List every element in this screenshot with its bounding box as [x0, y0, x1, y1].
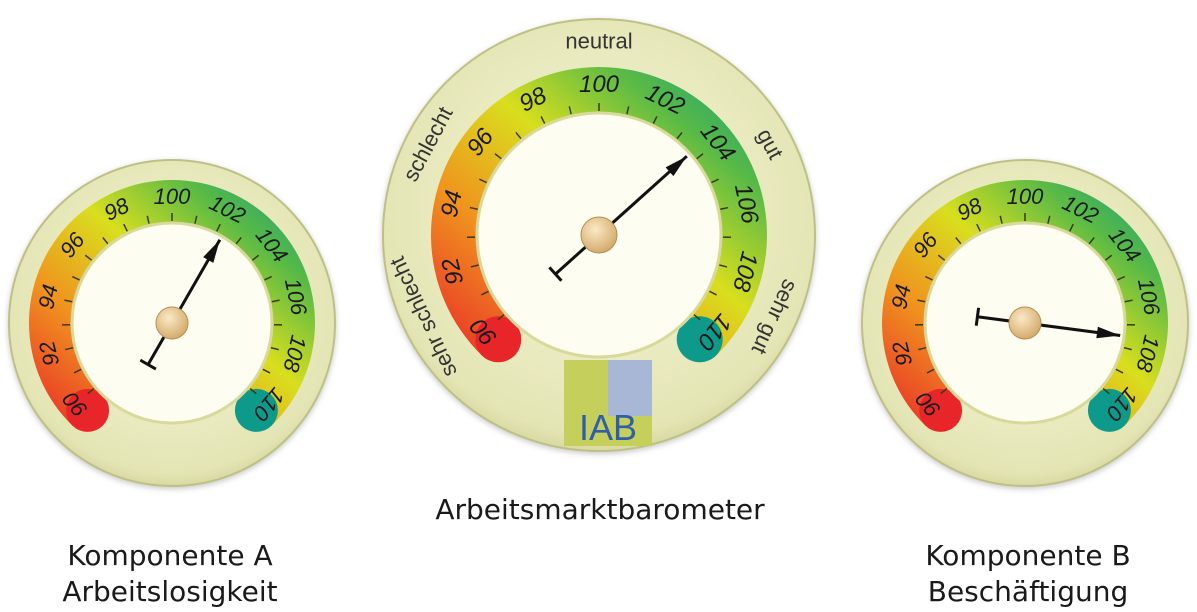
caption-komponente-b: Komponente B Beschäftigung: [878, 538, 1178, 610]
caption-line-1: Komponente A: [67, 539, 273, 572]
gauge-tick-label: 92: [437, 255, 470, 287]
iab-logo: IAB: [564, 360, 652, 448]
gauge-tick: [271, 299, 280, 303]
gauge-tick-label: 94: [436, 188, 468, 220]
gauge-tick: [568, 106, 572, 115]
gauge-tick: [87, 387, 95, 395]
gauge-tick: [494, 153, 502, 160]
gauge-tick: [479, 178, 487, 184]
gauge-tick-label: 100: [1007, 184, 1044, 209]
gauge-hub: [580, 216, 618, 254]
gauge-tick: [71, 275, 80, 281]
gauge-band-end-teal: [676, 316, 723, 363]
gauge-tick: [540, 116, 546, 124]
gauge-tick: [470, 264, 479, 268]
gauge-tick: [146, 215, 150, 224]
gauge-band-end-red: [919, 388, 963, 432]
gauge-tick-label: 92: [34, 339, 64, 369]
gauge-tick-label: 94: [33, 282, 63, 311]
gauge-tick: [1115, 368, 1124, 374]
gauge-hub: [155, 306, 189, 340]
gauge-tick: [999, 215, 1003, 224]
gauge-tick: [65, 346, 74, 351]
iab-logo-text: IAB: [579, 407, 637, 446]
gauge-color-band: [29, 180, 316, 426]
gauge-tick: [481, 290, 489, 296]
gauge-tick-label: 92: [887, 339, 917, 369]
gauge-needle: [146, 239, 222, 366]
gauge-tick: [918, 346, 927, 351]
gauge-tick: [1104, 254, 1113, 261]
gauge-tick: [955, 237, 962, 245]
gauge-tick-label: 100: [579, 71, 620, 98]
gauge-tick: [123, 223, 128, 232]
gauge-tick: [937, 254, 946, 261]
gauge-tick: [709, 290, 717, 296]
gauge-color-band: [882, 179, 1168, 426]
gauge-tick: [924, 275, 933, 281]
caption-line-1: Arbeitsmarktbarometer: [435, 493, 765, 526]
caption-line-1: Komponente B: [925, 539, 1131, 572]
caption-komponente-a: Komponente A Arbeitslosigkeit: [20, 538, 320, 610]
gauge-needle: [977, 315, 1121, 338]
gauge-tick: [84, 254, 93, 261]
gauge-tick-label: 94: [886, 282, 916, 311]
gauge-band-end-teal: [1087, 388, 1131, 432]
gauge-tick: [696, 153, 704, 160]
gauge-tick: [626, 106, 630, 115]
gauge-tick: [976, 223, 981, 232]
gauge-tick: [270, 346, 279, 351]
gauge-zone-label: neutral: [565, 29, 632, 54]
gauge-tick: [216, 223, 221, 232]
gauge-band-end-teal: [234, 388, 278, 432]
gauge-needle-tail: [139, 358, 157, 371]
gauge-tick: [917, 299, 926, 303]
caption-line-2: Arbeitslosigkeit: [62, 575, 278, 608]
gauge-band-end-red: [475, 316, 522, 363]
gauge-tick: [194, 215, 198, 224]
gauge-color-band: [431, 67, 767, 356]
gauge-needle-head: [203, 239, 220, 263]
gauge-tick: [1069, 223, 1074, 232]
gauge-tick: [262, 368, 271, 374]
gauge-tick: [1047, 215, 1051, 224]
gauge-tick: [720, 206, 729, 210]
gauge-tick: [719, 264, 728, 268]
gauge-tick: [711, 178, 719, 184]
gauge-tick: [249, 387, 257, 395]
gauge-tick: [73, 368, 82, 374]
caption-line-2: Beschäftigung: [927, 575, 1129, 608]
caption-arbeitsmarktbarometer: Arbeitsmarktbarometer: [380, 492, 820, 528]
gauge-tick: [264, 275, 273, 281]
gauge-tick: [1123, 346, 1132, 351]
gauge-tick: [1088, 237, 1095, 245]
gauge-hub: [1008, 306, 1042, 340]
gauge-needle-tail: [548, 266, 563, 282]
gauge-tick: [469, 206, 478, 210]
gauge-needle-tail: [974, 307, 981, 326]
gauge-tick: [693, 314, 701, 321]
gauge-band-end-red: [66, 388, 110, 432]
gauge-tick: [652, 116, 658, 124]
gauge-tick: [1102, 387, 1110, 395]
gauge-tick: [926, 368, 935, 374]
gauge-tick: [1124, 299, 1133, 303]
gauge-tick: [235, 237, 242, 245]
gauge-needle-head: [665, 156, 687, 177]
gauge-tick: [676, 131, 683, 140]
gauge-tick: [1117, 275, 1126, 281]
gauge-tick: [251, 254, 260, 261]
gauge-tick: [497, 314, 505, 321]
gauge-needle-head: [1096, 326, 1121, 339]
gauge-needle: [554, 155, 688, 276]
gauge-tick: [64, 299, 73, 303]
gauge-tick: [940, 387, 948, 395]
gauge-tick: [102, 237, 109, 245]
gauge-tick: [515, 131, 522, 140]
gauge-tick-label: 100: [154, 184, 191, 209]
